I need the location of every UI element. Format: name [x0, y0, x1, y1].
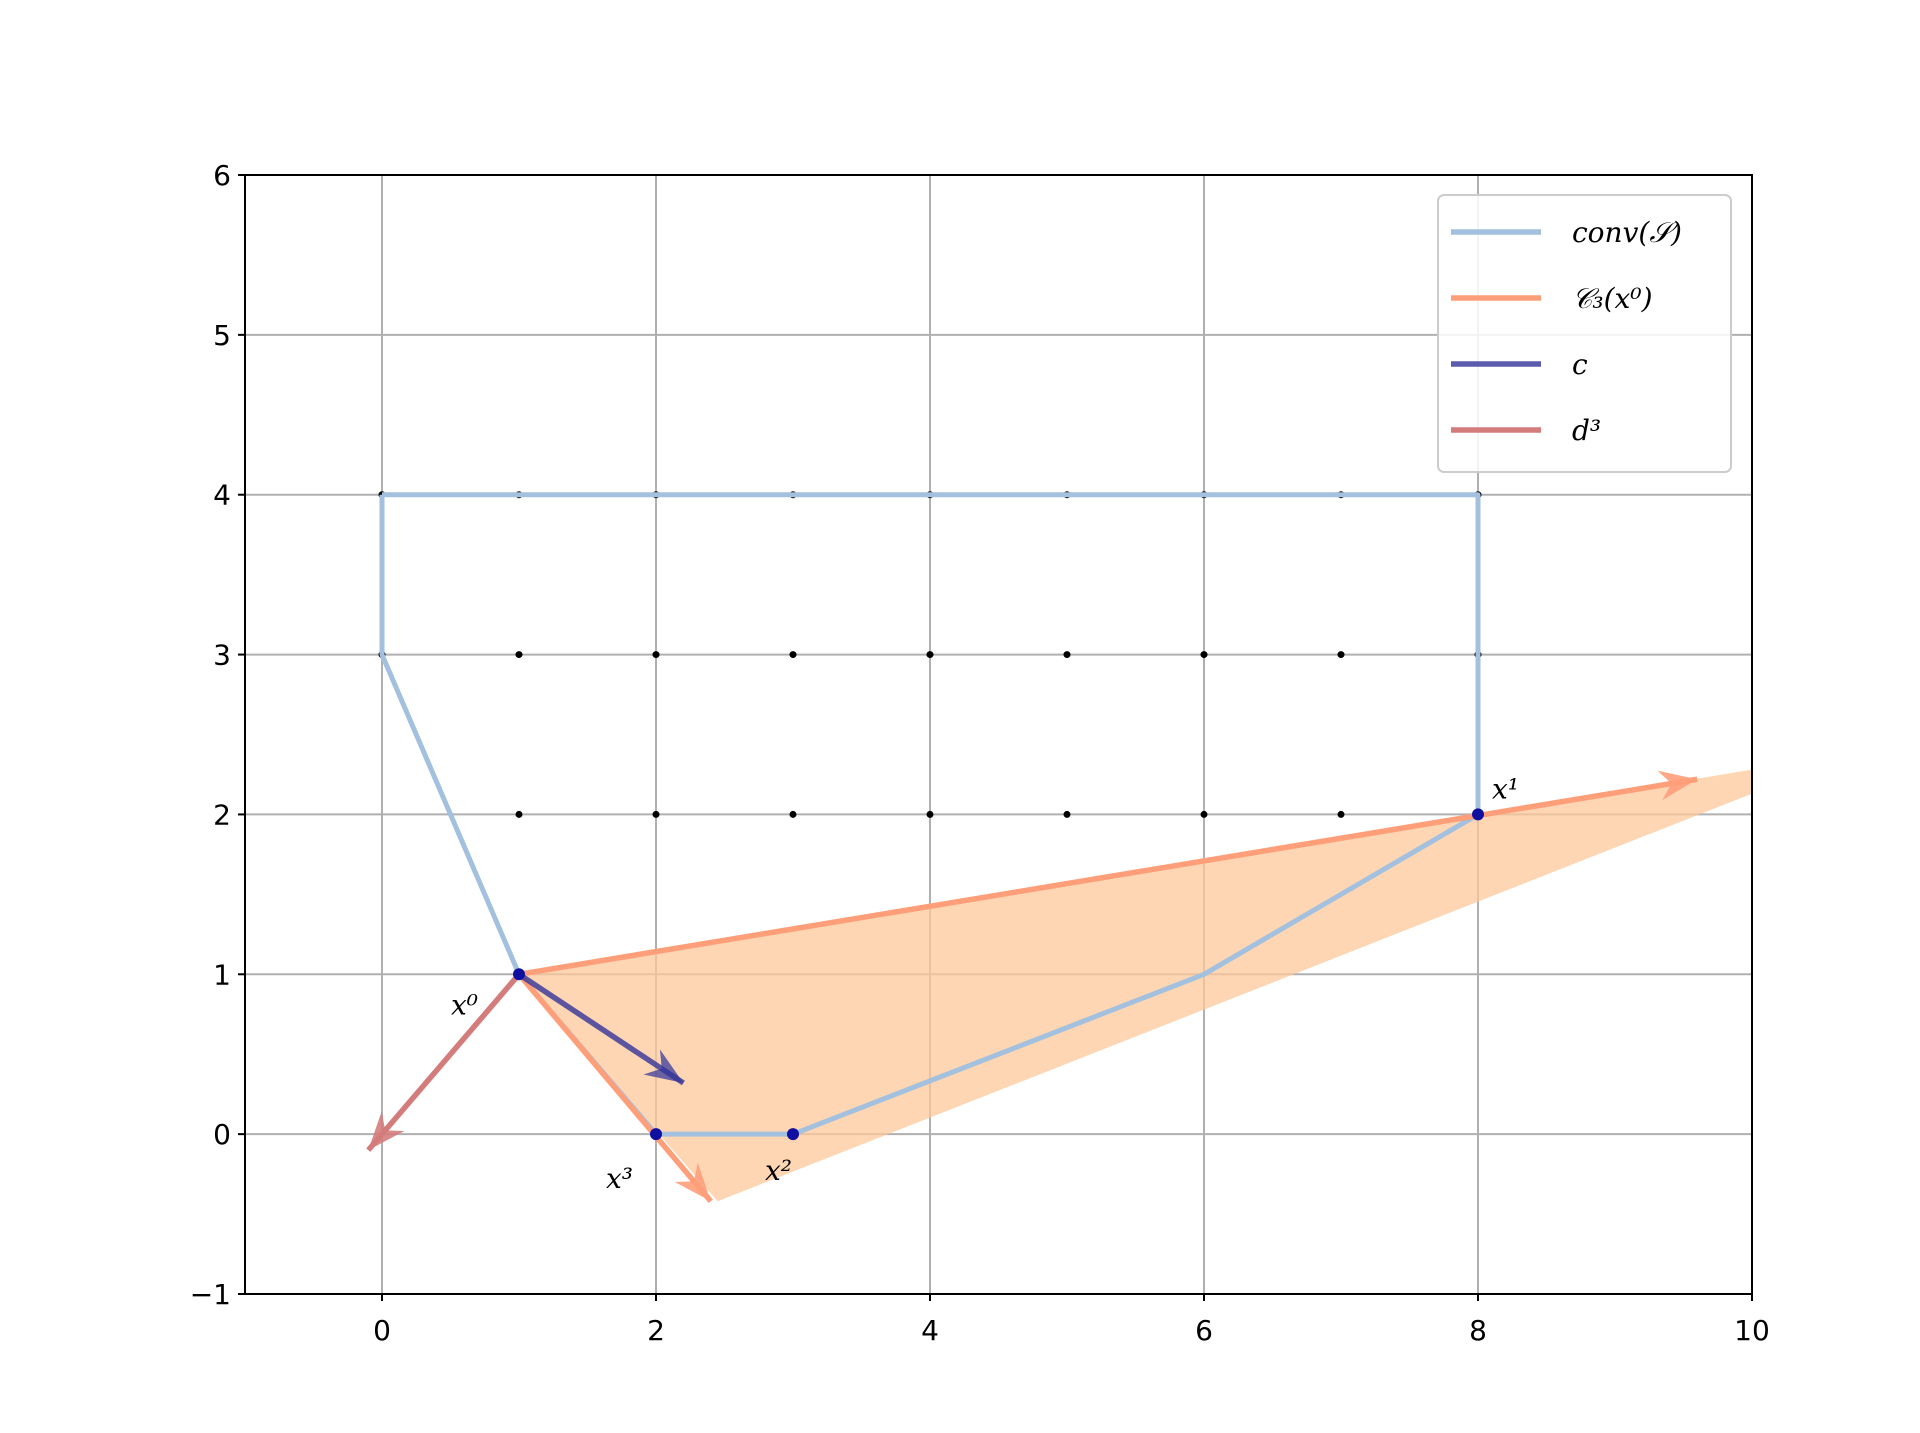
lattice-point [1200, 651, 1208, 659]
axes-frame [244, 174, 1753, 1295]
lattice-point [515, 810, 523, 818]
iterate-point [1472, 808, 1484, 821]
iterate-point [787, 1128, 799, 1141]
legend-label: 𝒞₃(x⁰) [1572, 282, 1653, 315]
x-tick-label: 4 [921, 1314, 939, 1347]
x-tick-label: 8 [1469, 1314, 1487, 1347]
arrow-head [643, 1049, 684, 1083]
arrow-head [674, 1162, 711, 1202]
arrow-head [1657, 770, 1698, 801]
y-tick-label: 5 [213, 319, 231, 352]
series-line [517, 971, 685, 1086]
lattice-point [1063, 651, 1071, 659]
x-tick-label: 0 [373, 1314, 391, 1347]
x-tick-label: 2 [647, 1314, 665, 1347]
point-label: x¹ [1492, 772, 1519, 805]
iterate-point [513, 968, 525, 981]
series-line [518, 776, 1698, 977]
y-tick-label: 3 [213, 639, 231, 672]
lattice-point [652, 651, 660, 659]
y-tick-label: 6 [213, 159, 231, 192]
lattice-point [1200, 810, 1208, 818]
lattice-point [1337, 810, 1345, 818]
lattice-point [789, 810, 797, 818]
lattice-point [515, 651, 523, 659]
lattice-point [1063, 810, 1071, 818]
lattice-point [652, 810, 660, 818]
legend-box [1437, 194, 1732, 473]
point-label: x⁰ [451, 988, 478, 1021]
cone-fill [519, 769, 1752, 1202]
iterate-point [650, 1128, 662, 1141]
point-label: x³ [606, 1162, 633, 1195]
arrow-head [368, 1111, 405, 1151]
y-tick-label: −1 [190, 1278, 231, 1311]
y-tick-label: 1 [213, 958, 231, 991]
lattice-point [1337, 651, 1345, 659]
lattice-point [926, 810, 934, 818]
legend-label: d³ [1572, 414, 1601, 447]
legend-label: c [1572, 348, 1588, 381]
lattice-point [926, 651, 934, 659]
legend-label: conv(𝒮) [1572, 216, 1682, 249]
lattice-point [789, 651, 797, 659]
y-tick-label: 4 [213, 479, 231, 512]
x-tick-label: 6 [1195, 1314, 1213, 1347]
series-line [366, 972, 522, 1152]
series-line [516, 972, 713, 1204]
x-tick-label: 10 [1734, 1314, 1770, 1347]
point-label: x² [765, 1154, 792, 1187]
y-tick-label: 2 [213, 798, 231, 831]
y-tick-label: 0 [213, 1118, 231, 1151]
